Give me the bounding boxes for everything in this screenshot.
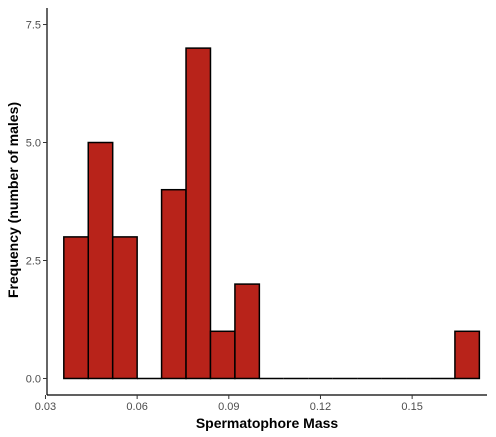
y-axis-title: Frequency (number of males) (5, 102, 21, 298)
histogram-bar (234, 283, 261, 380)
x-axis-title: Spermatophore Mass (196, 415, 339, 431)
x-tick-label: 0.03 (35, 401, 56, 413)
y-tick-label: 0.0 (26, 373, 41, 385)
y-tick-label: 7.5 (26, 20, 41, 32)
x-tick-label: 0.09 (218, 401, 239, 413)
x-tick-label: 0.06 (126, 401, 147, 413)
x-tick-label: 0.12 (310, 401, 331, 413)
histogram-bar (160, 188, 187, 380)
x-tick-label: 0.15 (401, 401, 422, 413)
histogram-bar (87, 141, 114, 380)
histogram-bar (111, 236, 138, 380)
histogram-bar (209, 330, 236, 380)
histogram-bar (454, 330, 481, 380)
histogram-bar (63, 236, 90, 380)
bars-group (63, 47, 481, 380)
y-tick-label: 5.0 (26, 138, 41, 150)
axes-group: 0.0 2.5 5.0 7.5 0.03 0.06 0.09 0.12 0.15 (26, 8, 487, 413)
histogram-bar (185, 47, 212, 380)
y-tick-label: 2.5 (26, 255, 41, 267)
